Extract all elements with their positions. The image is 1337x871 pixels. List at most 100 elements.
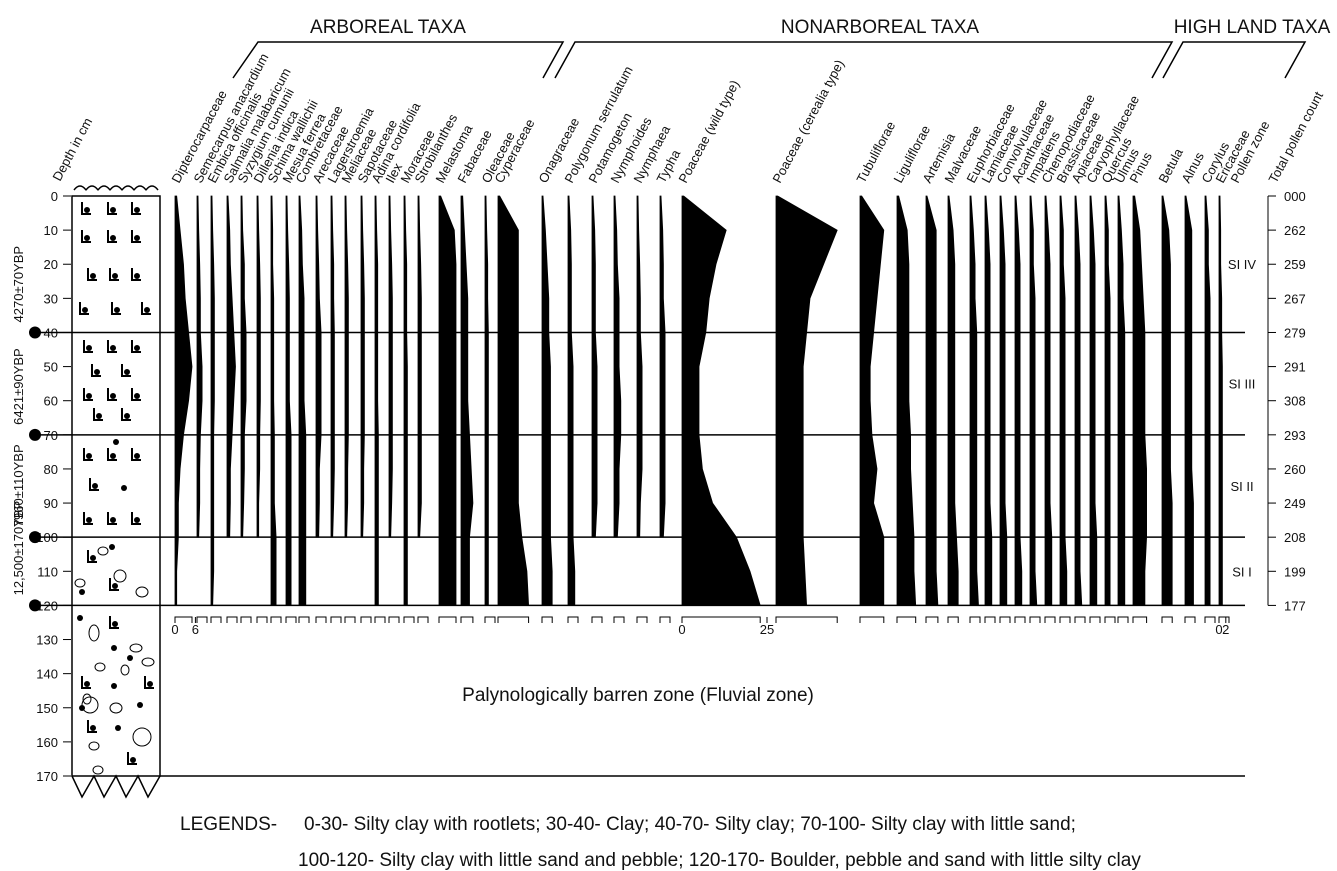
lithology-symbol	[107, 340, 117, 353]
scale-tick-label: 0	[1215, 622, 1222, 637]
scale-bracket	[1044, 616, 1056, 623]
y-tick-label: 30	[44, 291, 58, 306]
group-bracket	[232, 41, 565, 79]
lithology-symbol	[111, 683, 117, 689]
taxon-curve	[1132, 195, 1147, 606]
count-label: 291	[1284, 360, 1306, 375]
group-bracket	[1162, 41, 1307, 79]
scale-bracket	[775, 616, 838, 623]
lithology-symbol	[90, 555, 96, 561]
age-label: 6421±90YBP	[11, 348, 26, 425]
scale-tick-label: 6	[192, 622, 199, 637]
lithology-symbol	[134, 393, 140, 399]
lithology-symbol	[134, 345, 140, 351]
lithology-symbol	[109, 268, 119, 281]
lithology-symbol	[90, 273, 96, 279]
scale-tick-label: 0	[678, 622, 685, 637]
lithology-symbol	[135, 586, 149, 598]
scale-bracket	[256, 616, 268, 623]
taxon-curve	[256, 195, 261, 538]
scale-bracket	[315, 616, 327, 623]
y-tick-label: 90	[44, 496, 58, 511]
scale-bracket	[1161, 616, 1173, 623]
lithology-symbol	[131, 448, 141, 461]
lithology-symbol	[134, 453, 140, 459]
y-tick-label: 140	[36, 667, 58, 682]
taxon-curve	[1117, 195, 1126, 606]
taxon-curve	[1014, 195, 1023, 606]
lithology-symbol	[129, 643, 143, 653]
lithology-symbol	[113, 439, 119, 445]
taxon-curve	[438, 195, 457, 606]
lithology-symbol	[110, 345, 116, 351]
lithology-symbol	[144, 307, 150, 313]
lithology-symbol	[111, 302, 121, 315]
lithology-symbol	[110, 393, 116, 399]
taxon-curve	[681, 195, 761, 606]
taxon-curve	[484, 195, 489, 606]
taxon-curve	[1059, 195, 1068, 606]
scale-bracket	[567, 616, 579, 623]
scale-tick-label: 0	[171, 622, 178, 637]
lithology-symbol	[114, 307, 120, 313]
taxon-label: Poaceae (wild type)	[675, 78, 742, 186]
lithology-symbol	[97, 546, 109, 556]
taxon-curve	[859, 195, 885, 606]
scale-bracket	[196, 616, 208, 623]
scale-bracket	[1014, 616, 1026, 623]
taxon-label: Poaceae (cerealia type)	[769, 57, 847, 185]
scale-bracket	[613, 616, 625, 623]
scale-bracket	[270, 616, 282, 623]
lithology-symbol	[109, 616, 119, 629]
taxon-curve	[1184, 195, 1194, 606]
scale-bracket	[497, 616, 530, 623]
lithology-symbol	[130, 757, 136, 763]
scale-bracket	[925, 616, 939, 623]
lithology-symbol	[86, 393, 92, 399]
y-tick-label: 60	[44, 394, 58, 409]
lithology-symbol	[107, 388, 117, 401]
taxon-curve	[1161, 195, 1173, 606]
lithology-symbol	[94, 369, 100, 375]
scale-bracket	[240, 616, 252, 623]
taxon-curve	[1074, 195, 1083, 606]
count-label: 199	[1284, 564, 1306, 579]
y-tick-label: 170	[36, 769, 58, 784]
taxon-curve	[1044, 195, 1053, 606]
count-label: 267	[1284, 291, 1306, 306]
scale-bracket	[659, 616, 671, 623]
lithology-symbol	[110, 235, 116, 241]
count-label: 260	[1284, 462, 1306, 477]
taxon-curve	[775, 195, 838, 606]
lithology-symbol	[92, 483, 98, 489]
count-label: 259	[1284, 257, 1306, 272]
lithology-symbol	[121, 408, 131, 421]
lithology-symbol	[112, 273, 118, 279]
lithology-symbol	[77, 615, 83, 621]
zone-label: SI I	[1232, 564, 1252, 579]
age-label: 4270±70YBP	[11, 246, 26, 323]
taxon-curve	[567, 195, 576, 606]
count-label: 293	[1284, 428, 1306, 443]
scale-bracket	[417, 616, 429, 623]
lithology-symbol	[74, 578, 86, 588]
y-tick-label: 0	[51, 189, 58, 204]
taxon-curve	[659, 195, 666, 538]
taxon-curve	[1089, 195, 1098, 606]
lithology-symbol	[127, 752, 137, 765]
taxon-curve	[1029, 195, 1038, 606]
taxon-curve	[360, 195, 365, 538]
taxon-curve	[969, 195, 979, 606]
taxon-curve	[1104, 195, 1111, 606]
scale-tick-label: 2	[1222, 622, 1229, 637]
count-label: 249	[1284, 496, 1306, 511]
age-label: 12,500±170YBP	[11, 501, 26, 596]
age-dot	[29, 326, 41, 339]
lithology-symbol	[81, 202, 91, 215]
count-label: 279	[1284, 325, 1306, 340]
lithology-symbol	[82, 307, 88, 313]
lithology-symbol	[112, 621, 118, 627]
lithology-symbol	[109, 544, 115, 550]
lithology-symbol	[79, 302, 89, 315]
